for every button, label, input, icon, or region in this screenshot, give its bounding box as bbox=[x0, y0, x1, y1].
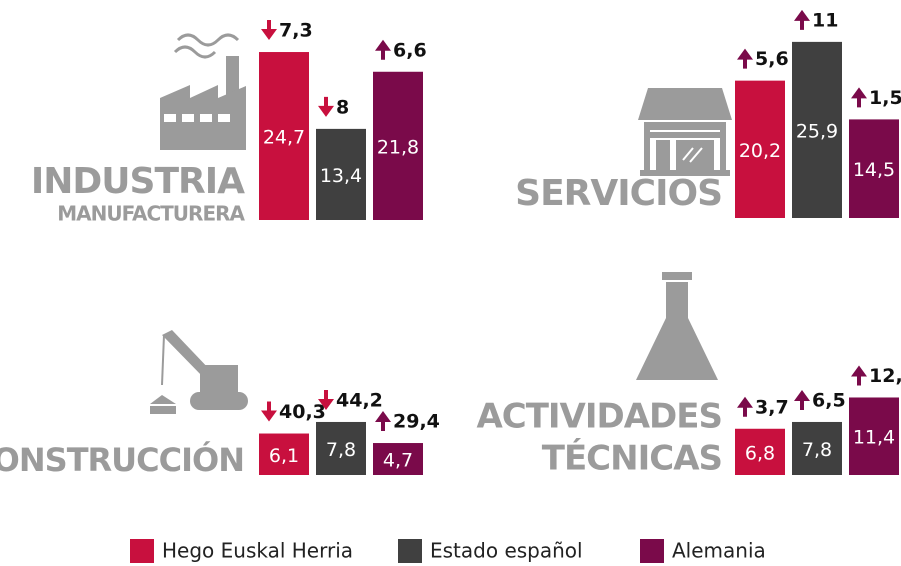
value-label: 7,8 bbox=[802, 439, 832, 461]
arrow-up bbox=[851, 87, 867, 108]
arrow-up bbox=[737, 48, 753, 69]
change-label: 1,5 bbox=[869, 87, 901, 109]
arrow-up bbox=[794, 389, 810, 410]
change-label: 8 bbox=[336, 96, 349, 118]
value-label: 6,8 bbox=[745, 442, 775, 464]
arrow-up bbox=[375, 39, 391, 60]
crane-icon bbox=[150, 330, 248, 414]
value-label: 7,8 bbox=[326, 439, 356, 461]
arrow-up bbox=[737, 396, 753, 417]
legend-swatch bbox=[398, 539, 422, 563]
factory-icon bbox=[160, 33, 246, 150]
bar bbox=[373, 443, 423, 475]
arrow-up bbox=[375, 411, 391, 432]
chart-title: SERVICIOS bbox=[515, 173, 722, 214]
chart-title: CONSTRUCCIÓN bbox=[0, 440, 244, 479]
value-label: 11,4 bbox=[853, 427, 895, 449]
bar bbox=[792, 41, 842, 218]
change-label: 3,7 bbox=[755, 396, 789, 418]
chart-title: MANUFACTURERA bbox=[57, 202, 245, 226]
change-label: 40,3 bbox=[279, 401, 326, 423]
chart-title: ACTIVIDADES bbox=[476, 397, 722, 437]
change-label: 29,4 bbox=[393, 411, 440, 433]
value-label: 14,5 bbox=[853, 159, 895, 181]
arrow-up bbox=[851, 365, 867, 386]
legend-label: Alemania bbox=[672, 539, 766, 563]
arrow-down bbox=[318, 96, 334, 117]
bar bbox=[735, 80, 785, 218]
chart-title: INDUSTRIA bbox=[31, 161, 245, 202]
value-label: 6,1 bbox=[269, 445, 299, 467]
bar bbox=[849, 119, 899, 218]
bar bbox=[373, 71, 423, 220]
change-label: 12,4 bbox=[869, 365, 901, 387]
bar bbox=[259, 433, 309, 475]
bar bbox=[792, 421, 842, 475]
arrow-down bbox=[261, 401, 277, 422]
shop-icon bbox=[638, 88, 732, 176]
flask-icon bbox=[636, 272, 718, 380]
change-label: 6,6 bbox=[393, 39, 427, 61]
bar bbox=[849, 397, 899, 475]
legend-label: Hego Euskal Herria bbox=[162, 539, 353, 563]
change-label: 44,2 bbox=[336, 389, 383, 411]
bar bbox=[316, 128, 366, 220]
legend-swatch bbox=[640, 539, 664, 563]
value-label: 25,9 bbox=[796, 120, 838, 142]
value-label: 24,7 bbox=[263, 127, 305, 149]
value-label: 20,2 bbox=[739, 140, 781, 162]
chart-title: TÉCNICAS bbox=[542, 438, 722, 479]
legend-swatch bbox=[130, 539, 154, 563]
change-label: 11 bbox=[812, 9, 838, 31]
arrow-down bbox=[318, 389, 334, 410]
legend-label: Estado español bbox=[430, 539, 583, 563]
legend: Hego Euskal Herria Estado español Alemania bbox=[130, 539, 766, 563]
bar bbox=[735, 428, 785, 475]
arrow-down bbox=[261, 20, 277, 41]
change-label: 7,3 bbox=[279, 20, 313, 42]
change-label: 6,5 bbox=[812, 389, 846, 411]
bar bbox=[259, 52, 309, 220]
arrow-up bbox=[794, 9, 810, 30]
value-label: 4,7 bbox=[383, 450, 413, 472]
value-label: 21,8 bbox=[377, 136, 419, 158]
value-label: 13,4 bbox=[320, 165, 362, 187]
bar bbox=[316, 421, 366, 475]
change-label: 5,6 bbox=[755, 48, 789, 70]
